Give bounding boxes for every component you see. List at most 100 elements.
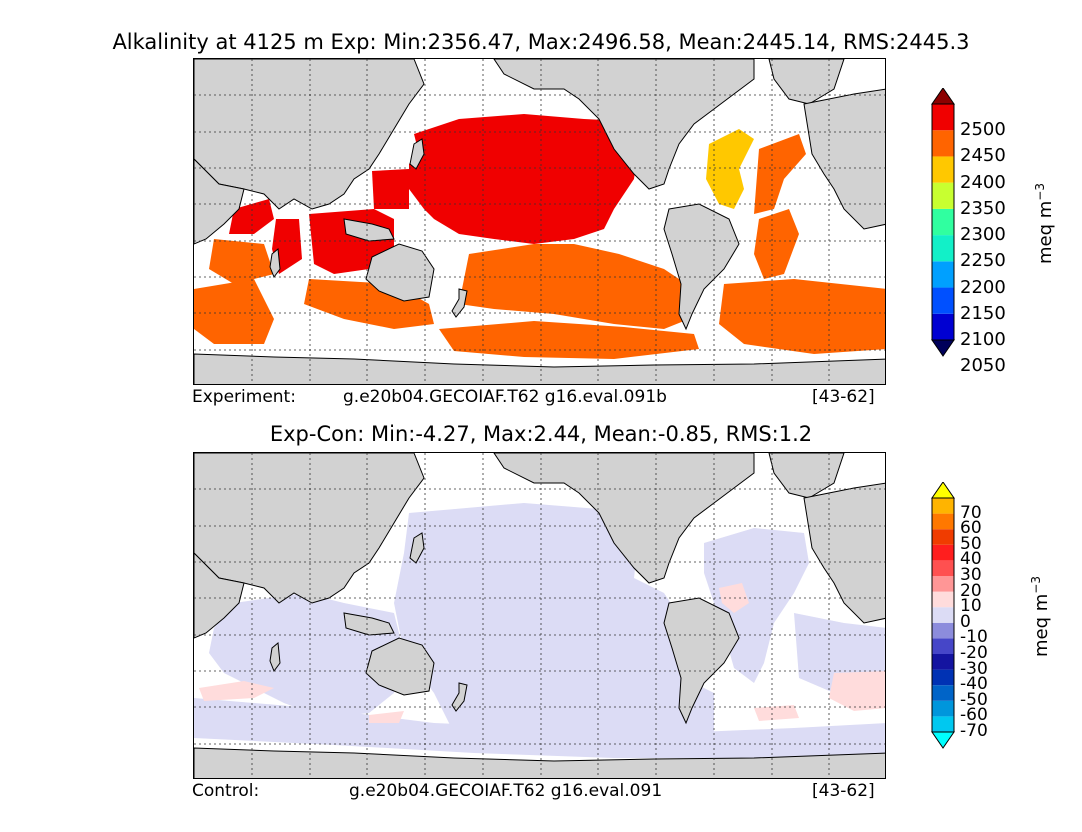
colorbar-tick-label: -50 <box>960 689 988 710</box>
colorbar-extend-min <box>931 731 955 749</box>
colorbar-tick-label: 50 <box>960 533 982 554</box>
colorbar-tick-label: 2050 <box>960 355 1006 377</box>
land-japan-2 <box>409 532 425 564</box>
land-antarctica-2 <box>194 747 885 778</box>
land-greenland <box>768 59 845 105</box>
colorbar-tick-label: -20 <box>960 643 988 663</box>
colorbar-experiment-unit: meq m−3 <box>1033 183 1056 264</box>
colorbar-tick-label: 10 <box>960 596 982 617</box>
colorbar-segment <box>932 130 954 157</box>
colorbar-segment <box>932 685 954 701</box>
diff-gridlines <box>194 453 885 778</box>
colorbar-tick-label: 30 <box>960 565 982 585</box>
caption-experiment-case: g.e20b04.GECOIAF.T62 g16.eval.091b <box>343 387 667 407</box>
land-australia-2 <box>365 637 435 696</box>
land-europe-east <box>803 88 885 230</box>
exp-region-satl <box>754 209 799 279</box>
colorbar-segment <box>932 544 954 561</box>
chart-title-experiment: Alkalinity at 4125 m Exp: Min:2356.47, M… <box>112 30 970 54</box>
caption-experiment-years: [43-62] <box>812 387 875 407</box>
colorbar-tick-label: 2400 <box>960 171 1006 193</box>
colorbar-tick-label: -30 <box>960 658 988 679</box>
unit-exp-difference: −3 <box>1029 576 1043 594</box>
colorbar-segment <box>932 156 954 183</box>
colorbar-segment <box>932 287 954 314</box>
colorbar-frame <box>931 103 955 341</box>
exp-region-indian-southwest <box>209 239 274 284</box>
map-difference-svg <box>194 453 885 778</box>
colorbar-tick-label: -40 <box>960 674 988 695</box>
land-antarctica <box>194 353 885 384</box>
colorbar-segment <box>932 622 954 639</box>
colorbar-segment <box>932 716 954 732</box>
colorbar-segment <box>932 560 954 576</box>
chart-title-difference: Exp-Con: Min:-4.27, Max:2.44, Mean:-0.85… <box>269 422 813 446</box>
land-new-zealand-2 <box>451 682 468 712</box>
unit-exp-experiment: −3 <box>1033 183 1047 201</box>
map-experiment-svg <box>194 59 885 384</box>
colorbar-experiment <box>931 88 955 357</box>
colorbar-tick-label: 2150 <box>960 302 1006 324</box>
colorbar-tick-label: 2500 <box>960 119 1006 141</box>
colorbar-tick-label: 2200 <box>960 276 1006 298</box>
colorbar-tick-label: 2100 <box>960 329 1006 350</box>
land-japan <box>409 138 425 170</box>
colorbar-segment <box>932 182 954 209</box>
land-europe-east-2 <box>803 482 885 624</box>
map-difference <box>193 452 886 779</box>
colorbar-segment <box>932 261 954 288</box>
land-madagascar-2 <box>269 642 281 673</box>
diff-region-pos-south-atlantic <box>754 705 799 721</box>
colorbar-tick-label: 2300 <box>960 224 1006 246</box>
caption-control-case: g.e20b04.GECOIAF.T62 g16.eval.091 <box>349 781 663 801</box>
land-africa <box>194 158 245 245</box>
land-north-america-2 <box>493 453 755 584</box>
diff-region-pos-southern-a <box>199 681 274 701</box>
colorbar-segment <box>932 313 954 340</box>
colorbar-difference-unit: meq m−3 <box>1029 576 1052 657</box>
colorbar-extend-max <box>931 482 955 499</box>
colorbar-segment <box>932 498 954 514</box>
exp-region-natl-west <box>706 129 754 209</box>
colorbar-segment <box>932 591 954 608</box>
colorbar-tick-label: 2250 <box>960 250 1006 272</box>
exp-region-southern-atlantic <box>719 279 885 354</box>
colorbar-extend-max <box>931 88 955 105</box>
land-north-america <box>493 59 755 190</box>
colorbar-segment <box>932 208 954 236</box>
exp-region-southern-west <box>194 279 274 344</box>
colorbar-tick-label: -60 <box>960 705 988 726</box>
land-indonesia <box>343 218 395 242</box>
diff-land <box>194 453 885 778</box>
land-australia <box>365 243 435 302</box>
land-madagascar <box>269 248 281 279</box>
map-experiment <box>193 58 886 385</box>
colorbar-segment <box>932 607 954 623</box>
colorbar-tick-label: 2350 <box>960 197 1006 219</box>
colorbar-segment <box>932 638 954 654</box>
land-south-america <box>663 203 740 331</box>
colorbar-segment <box>932 529 954 545</box>
exp-region-south-pacific <box>459 244 694 329</box>
exp-region-indian-north-b <box>372 169 409 209</box>
colorbar-segment <box>932 654 954 670</box>
caption-control-years: [43-62] <box>812 781 875 801</box>
exp-gridlines <box>194 59 885 384</box>
diff-region-pos-southern-b <box>369 711 404 723</box>
colorbar-tick-label: -10 <box>960 627 988 648</box>
colorbar-difference <box>931 482 955 749</box>
colorbar-tick-label: 2450 <box>960 145 1006 167</box>
land-greenland-2 <box>768 453 845 499</box>
land-south-america-2 <box>663 597 740 725</box>
unit-base-experiment: meq m <box>1035 200 1056 264</box>
colorbar-segment <box>932 669 954 686</box>
land-new-zealand <box>451 288 468 318</box>
exp-region-natl-east <box>754 134 806 214</box>
colorbar-tick-label: 60 <box>960 518 982 539</box>
colorbar-tick-label: 0 <box>960 611 971 632</box>
caption-control-label: Control: <box>192 781 260 801</box>
colorbar-tick-label: 70 <box>960 502 982 523</box>
unit-base-difference: meq m <box>1031 593 1052 657</box>
colorbar-segment <box>932 235 954 262</box>
land-africa-2 <box>194 552 245 639</box>
